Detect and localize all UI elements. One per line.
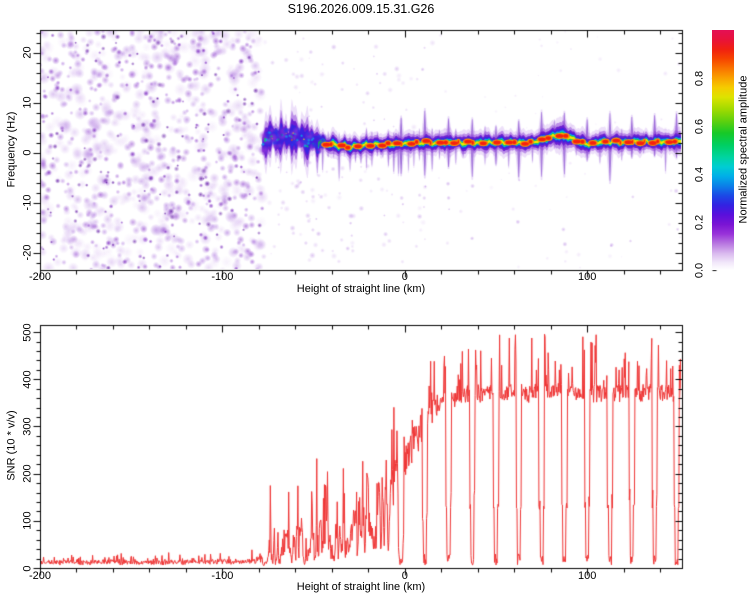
tick-label: 0 bbox=[21, 149, 34, 156]
tick-label: 500 bbox=[21, 322, 34, 342]
top-xaxis-label: Height of straight line (km) bbox=[296, 283, 426, 295]
tick-label: 0.4 bbox=[693, 166, 706, 182]
tick-label: 100 bbox=[21, 511, 34, 530]
tick-label: 200 bbox=[21, 464, 34, 483]
tick-label: -10 bbox=[21, 194, 34, 211]
tick-label: 300 bbox=[21, 417, 34, 436]
tick-label: -20 bbox=[21, 244, 34, 261]
tick-label: -100 bbox=[211, 271, 234, 283]
tick-label: 100 bbox=[577, 570, 597, 582]
tick-label: 0.6 bbox=[693, 118, 706, 134]
tick-label: 400 bbox=[21, 370, 34, 389]
figure-title: S196.2026.009.15.31.G26 bbox=[287, 2, 435, 16]
tick-label: 0 bbox=[21, 564, 34, 572]
tick-label: -200 bbox=[28, 570, 52, 582]
tick-label: -200 bbox=[28, 271, 52, 283]
snr-axis-label: SNR (10 * v/v) bbox=[5, 410, 18, 481]
tick-label: 20 bbox=[21, 46, 34, 59]
tick-label: 0.2 bbox=[693, 214, 706, 230]
tick-label: 0.8 bbox=[693, 70, 706, 86]
tick-label: 100 bbox=[577, 271, 597, 283]
tick-label: -100 bbox=[211, 570, 234, 582]
frequency-axis-label: Frequency (Hz) bbox=[5, 111, 18, 188]
tick-label: 0.0 bbox=[693, 262, 706, 278]
tick-label: 0 bbox=[401, 570, 408, 582]
tick-label: 10 bbox=[21, 96, 34, 109]
tick-label: 0 bbox=[401, 271, 408, 283]
colorbar bbox=[712, 30, 734, 270]
colorbar-label: Normalized spectral amplitude bbox=[737, 75, 750, 224]
bottom-xaxis-label: Height of straight line (km) bbox=[296, 581, 426, 593]
